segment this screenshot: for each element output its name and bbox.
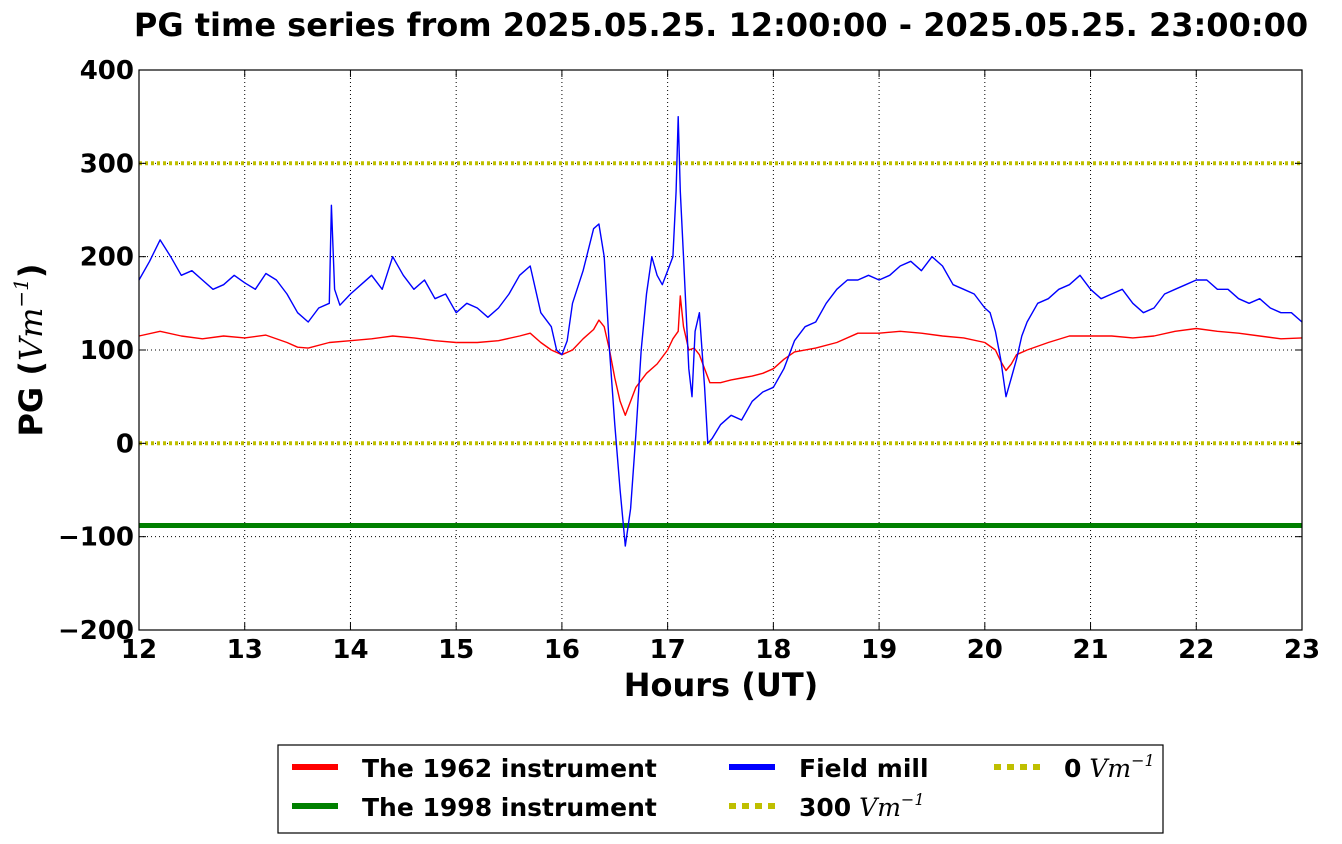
x-axis-ticks: 12 13 14 15 16 17 18 19 20 21 22 23	[121, 70, 1320, 665]
legend-label: The 1998 instrument	[362, 793, 657, 822]
x-tick-label: 19	[861, 635, 897, 665]
chart-title: PG time series from 2025.05.25. 12:00:00…	[134, 6, 1308, 44]
plot-area	[138, 116, 1303, 547]
grid-lines	[138, 69, 1303, 631]
x-axis-label: Hours (UT)	[624, 666, 819, 704]
x-tick-label: 18	[755, 635, 791, 665]
series-line-the-1962-instrument	[138, 295, 1303, 416]
y-axis-ticks: −200 −100 0 100 200 300 400	[58, 56, 1302, 646]
x-tick-label: 22	[1178, 635, 1214, 665]
x-tick-label: 23	[1284, 635, 1320, 665]
legend-box	[277, 744, 1164, 834]
y-tick-label: 200	[80, 243, 134, 273]
legend-label: The 1962 instrument	[362, 754, 657, 783]
legend: The 1962 instrument Field mill 0 Vm−1 The 1…	[292, 751, 1155, 822]
x-tick-label: 21	[1072, 635, 1108, 665]
y-tick-label: −200	[58, 616, 134, 646]
x-tick-label: 20	[967, 635, 1003, 665]
legend-label: 300 Vm−1	[799, 790, 925, 822]
x-tick-label: 14	[332, 635, 368, 665]
x-tick-label: 16	[544, 635, 580, 665]
y-tick-label: 300	[80, 149, 134, 179]
y-tick-label: −100	[58, 523, 134, 553]
y-axis-label: PG (Vm−1)	[9, 263, 50, 436]
legend-label: Field mill	[799, 754, 929, 783]
x-tick-label: 13	[227, 635, 263, 665]
x-tick-label: 12	[121, 635, 157, 665]
legend-label: 0 Vm−1	[1064, 751, 1155, 783]
y-tick-label: 100	[80, 336, 134, 366]
y-tick-label: 400	[80, 56, 134, 86]
x-tick-label: 15	[438, 635, 474, 665]
x-tick-label: 17	[650, 635, 686, 665]
y-tick-label: 0	[116, 429, 134, 459]
series-line-field-mill	[138, 116, 1303, 547]
